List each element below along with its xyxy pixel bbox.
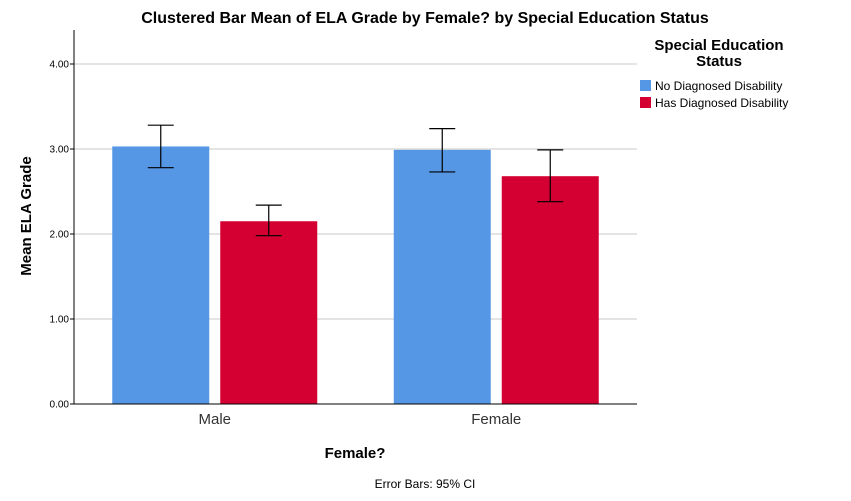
chart-title: Clustered Bar Mean of ELA Grade by Femal… <box>141 10 709 27</box>
x-axis-title: Female? <box>325 445 386 462</box>
error-bar <box>537 149 564 203</box>
y-axis-ticks: 0.00 1.00 2.00 3.00 4.00 <box>50 60 74 411</box>
x-category-label: Male <box>198 411 231 428</box>
bar-male-series-2 <box>220 221 318 404</box>
x-category-label: Female <box>471 411 521 428</box>
bar-male-series-1 <box>112 146 210 404</box>
y-tick-label: 2.00 <box>50 230 70 241</box>
error-bars-footnote: Error Bars: 95% CI <box>375 477 476 491</box>
bar-female-series-2 <box>501 176 599 404</box>
error-bar <box>147 124 174 169</box>
error-bar <box>255 204 282 237</box>
x-axis-category-labels: Male Female <box>198 411 521 428</box>
y-tick-label: 1.00 <box>50 315 70 326</box>
y-axis-title: Mean ELA Grade <box>18 156 35 275</box>
y-tick-label: 4.00 <box>50 60 70 71</box>
legend-title-line-1: Special Education <box>654 37 783 54</box>
legend-swatch <box>640 80 651 91</box>
legend: Special Education Status No Diagnosed Di… <box>640 37 788 110</box>
bar-female-series-1 <box>393 149 491 404</box>
axes <box>73 30 637 405</box>
legend-swatch <box>640 97 651 108</box>
legend-label: No Diagnosed Disability <box>655 79 782 93</box>
y-tick-label: 0.00 <box>50 400 70 411</box>
bars <box>112 146 599 404</box>
error-bar <box>429 128 456 173</box>
error-bars <box>147 124 564 237</box>
y-tick-label: 3.00 <box>50 145 70 156</box>
legend-title-line-2: Status <box>696 53 742 70</box>
legend-label: Has Diagnosed Disability <box>655 96 788 110</box>
